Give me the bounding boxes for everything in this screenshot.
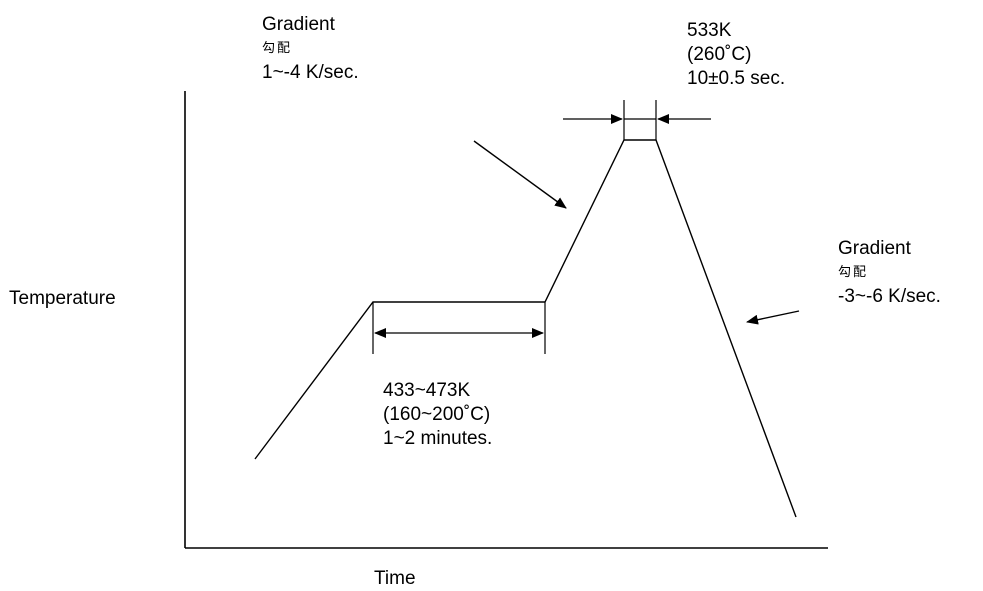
temperature-profile-curve	[254, 139, 797, 518]
ramp-down-gradient-rate: -3~-6 K/sec.	[838, 286, 941, 307]
x-axis-label: Time	[374, 568, 416, 589]
ramp-up-gradient-subtitle: 勾配	[262, 41, 293, 56]
peak-temperature-kelvin: 533K	[687, 20, 732, 41]
peak-temperature-celsius: (260˚C)	[687, 44, 752, 65]
preheat-note: 433~473K (160~200˚C) 1~2 minutes.	[383, 379, 492, 451]
ramp-down-gradient-title: Gradient	[838, 238, 911, 259]
peak-duration: 10±0.5 sec.	[687, 68, 786, 89]
preheat-temperature-celsius: (160~200˚C)	[383, 404, 491, 425]
ramp-down-gradient-subtitle: 勾配	[838, 265, 869, 280]
peak-temperature-note: 533K (260˚C) 10±0.5 sec.	[687, 19, 785, 91]
preheat-temperature-kelvin: 433~473K	[383, 380, 471, 401]
ramp-up-gradient-rate: 1~-4 K/sec.	[262, 62, 359, 83]
ramp-down-gradient-note: Gradient 勾配 -3~-6 K/sec.	[838, 237, 941, 309]
preheat-duration: 1~2 minutes.	[383, 428, 493, 449]
ramp-up-pointer-arrow	[473, 140, 567, 209]
y-axis-label: Temperature	[9, 288, 116, 309]
ramp-up-gradient-title: Gradient	[262, 14, 335, 35]
ramp-down-pointer-arrow	[746, 310, 800, 325]
ramp-up-gradient-note: Gradient 勾配 1~-4 K/sec.	[262, 13, 359, 85]
